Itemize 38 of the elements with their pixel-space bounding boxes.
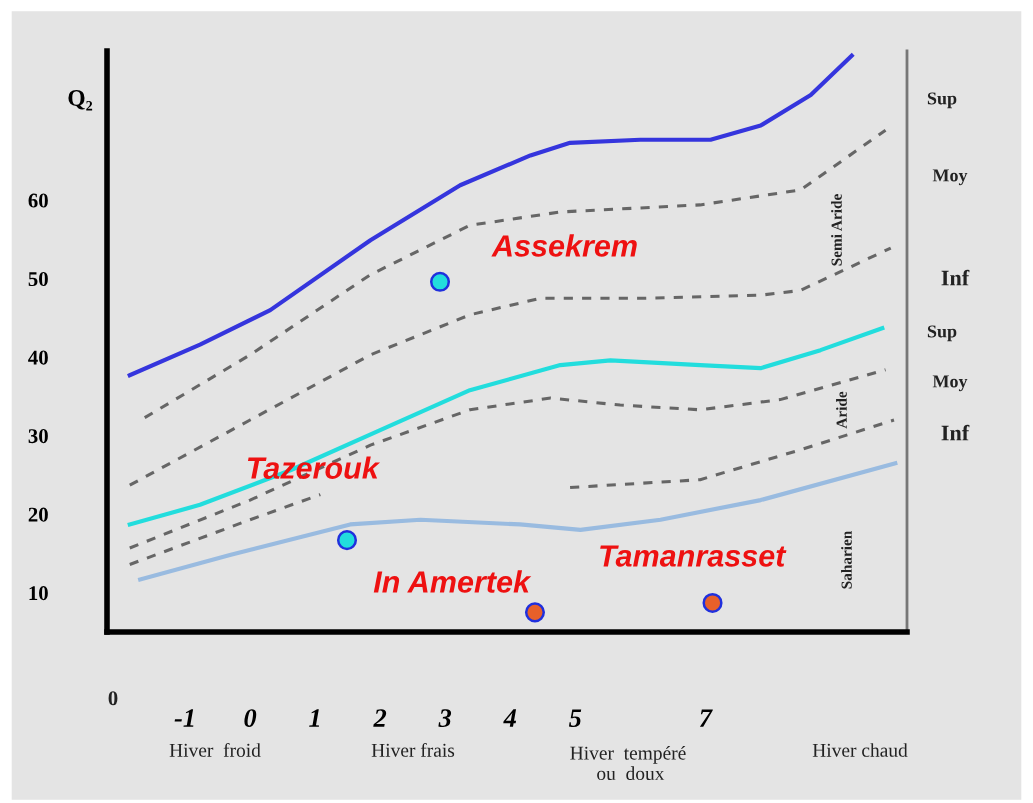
x-tick-label: -1 <box>174 709 194 727</box>
series-label: In Amertek <box>373 570 532 593</box>
annotation: Saharien <box>841 530 852 589</box>
text: Hiver chaud <box>812 743 908 757</box>
series-label: Tamanrasset <box>600 545 787 567</box>
text: Inf <box>941 424 970 441</box>
line-series <box>127 326 885 527</box>
text: Moy <box>932 375 968 392</box>
y-tick-label: 30 <box>28 429 48 444</box>
text: Sup <box>927 92 957 109</box>
x-tick-label: 5 <box>568 709 582 727</box>
annotation: Semi Aride <box>831 194 842 266</box>
y-tick-label: 60 <box>28 193 48 208</box>
text: Hiver tempéré ou doux <box>570 746 686 781</box>
x-tick-label: 0 <box>244 709 257 727</box>
point <box>429 271 451 292</box>
text: Hiver froid <box>169 742 261 757</box>
x-tick-label: 4 <box>503 709 517 727</box>
series-label: Assekrem <box>491 234 637 257</box>
y-tick-label: 40 <box>28 350 48 365</box>
y-tick-label: 10 <box>29 586 48 601</box>
point <box>336 530 358 551</box>
x-tick-label: 3 <box>438 709 452 727</box>
x-tick-label: 7 <box>699 709 713 727</box>
y-axis-title: Q₂ <box>68 90 93 111</box>
x-tick-label: 2 <box>373 709 387 727</box>
text: Hiver frais <box>371 742 455 757</box>
point <box>702 592 723 613</box>
annotation: Aride <box>836 391 847 429</box>
point <box>524 602 545 623</box>
text: Moy <box>932 169 968 186</box>
text: Inf <box>941 269 970 286</box>
line-series <box>127 53 854 378</box>
y-tick-label: 50 <box>28 272 48 287</box>
y-tick-label: 20 <box>28 507 48 522</box>
text: Sup <box>927 325 957 342</box>
x-tick-label: 1 <box>309 709 320 727</box>
text: 0 <box>108 691 118 706</box>
